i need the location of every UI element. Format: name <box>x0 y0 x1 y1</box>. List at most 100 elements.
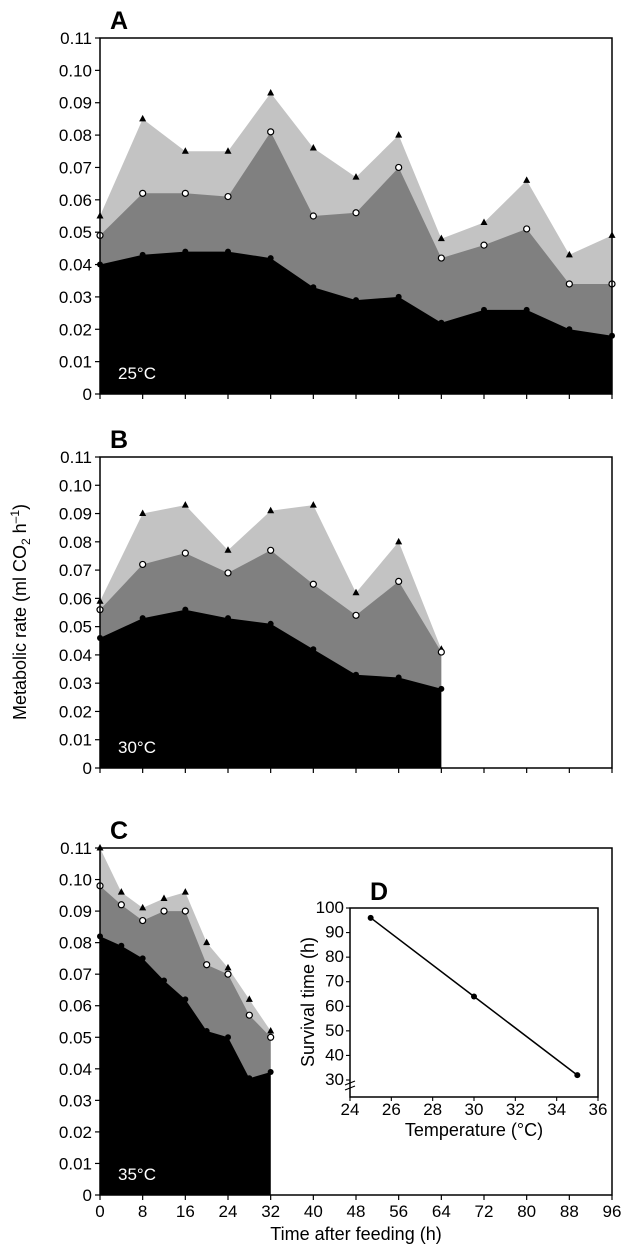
point-triangle <box>245 995 253 1002</box>
point-open-circle <box>139 189 147 197</box>
point-triangle <box>160 894 168 901</box>
point-triangle <box>395 537 403 545</box>
y-tick-label: 0.01 <box>59 353 92 372</box>
y-tick-label: 0.04 <box>59 646 92 665</box>
x-tick-label: 88 <box>560 1202 579 1221</box>
point-open-circle <box>139 916 147 925</box>
y-tick-label: 0.11 <box>60 29 92 48</box>
point-open-circle <box>437 648 445 656</box>
point-triangle <box>117 888 125 895</box>
point-filled-circle <box>267 255 274 262</box>
point-filled-circle <box>139 955 146 962</box>
inset-x-tick-label: 26 <box>382 1100 401 1119</box>
y-tick-label: 0.09 <box>59 902 92 921</box>
point-open-circle <box>267 128 275 136</box>
y-tick-label: 0.02 <box>59 1123 92 1142</box>
y-tick-label: 0.04 <box>59 256 92 275</box>
y-tick-label: 0.05 <box>59 223 92 242</box>
point-triangle <box>139 114 147 122</box>
point-triangle <box>309 144 317 151</box>
inset-x-tick-label: 28 <box>423 1100 442 1119</box>
y-tick-label: 0.07 <box>59 561 92 580</box>
point-open-circle <box>139 560 147 569</box>
y-tick-label: 0.10 <box>59 61 92 80</box>
y-tick-label: 0.01 <box>59 731 92 750</box>
point-filled-circle <box>267 620 274 627</box>
panel-label: A <box>110 7 128 35</box>
inset-x-tick-label: 24 <box>341 1100 360 1119</box>
inset-y-axis-label: Survival time (h) <box>298 937 318 1067</box>
inset-x-tick-label: 30 <box>465 1100 484 1119</box>
point-filled-circle <box>225 248 231 255</box>
point-filled-circle <box>267 1068 274 1075</box>
point-open-circle <box>224 569 232 577</box>
point-triangle <box>224 963 232 971</box>
y-tick-label: 0.04 <box>59 1060 92 1079</box>
inset-x-tick-label: 34 <box>547 1100 566 1119</box>
point-open-circle <box>565 280 573 288</box>
x-tick-label: 56 <box>389 1202 408 1221</box>
y-tick-label: 0.01 <box>59 1154 92 1173</box>
point-open-circle <box>437 254 445 262</box>
y-tick-label: 0.08 <box>59 533 92 552</box>
inset-x-tick-label: 36 <box>589 1100 608 1119</box>
y-tick-label: 0.02 <box>59 320 92 339</box>
area-filled-circle <box>100 251 612 394</box>
point-open-circle <box>203 961 211 969</box>
panel-d: 30 40 50 60 70 80 90 100 24 26 28 30 32 34 36 D Temperat… <box>298 878 607 1140</box>
point-filled-circle <box>481 306 487 313</box>
temperature-label: 30°C <box>118 738 156 757</box>
point-open-circle <box>395 577 403 586</box>
point-filled-circle <box>182 996 189 1003</box>
y-tick-label: 0.05 <box>59 1028 92 1047</box>
point-open-circle <box>267 546 275 554</box>
y-tick-label: 0.11 <box>60 839 92 858</box>
point-filled-circle <box>310 646 317 653</box>
point-filled-circle <box>353 297 359 304</box>
point-triangle <box>352 173 360 180</box>
y-tick-label: 0.10 <box>59 871 92 890</box>
point-open-circle <box>160 907 168 915</box>
x-tick-label: 48 <box>347 1202 366 1221</box>
point-open-circle <box>352 209 360 217</box>
inset-y-tick-label: 40 <box>325 1045 344 1064</box>
point-filled-circle <box>438 319 445 326</box>
point-triangle <box>523 176 531 183</box>
area-filled-circle <box>100 936 271 1195</box>
point-triangle <box>267 506 275 514</box>
point-open-circle <box>224 970 232 978</box>
x-tick-label: 80 <box>517 1202 536 1221</box>
y-tick-label: 0.06 <box>59 589 92 608</box>
y-tick-label: 0 <box>83 759 92 778</box>
point-triangle <box>309 501 317 508</box>
point-filled-circle <box>395 293 402 300</box>
point-triangle <box>181 501 189 508</box>
y-tick-label: 0.10 <box>59 476 92 495</box>
temperature-label: 35°C <box>118 1165 156 1184</box>
y-tick-label: 0.05 <box>59 618 92 637</box>
y-tick-label: 0.08 <box>59 126 92 145</box>
inset-y-tick-label: 70 <box>325 972 344 991</box>
point-triangle <box>139 509 147 517</box>
x-tick-label: 16 <box>176 1202 195 1221</box>
point-filled-circle <box>139 251 146 258</box>
point-filled-circle <box>310 284 317 291</box>
point-open-circle <box>245 1011 253 1019</box>
y-tick-label: 0.11 <box>60 448 92 467</box>
point-open-circle <box>267 1033 275 1041</box>
y-tick-label: 0.09 <box>59 94 92 113</box>
point-open-circle <box>181 907 189 915</box>
survival-point <box>471 993 477 1000</box>
point-triangle <box>267 1026 275 1034</box>
point-filled-circle <box>203 1027 210 1034</box>
panel-c-x-axis: 0 8 16 24 32 40 48 56 64 72 80 88 96 Time after feedi… <box>95 1202 621 1244</box>
y-tick-label: 0.07 <box>59 965 92 984</box>
point-filled-circle <box>118 942 125 949</box>
x-tick-label: 0 <box>95 1202 104 1221</box>
point-open-circle <box>523 225 531 233</box>
point-open-circle <box>480 241 488 249</box>
point-filled-circle <box>161 977 167 984</box>
panel-b: 0 0.01 0.02 0.03 0.04 0.05 0.06 0.07 0.08 0.09 0.1… <box>59 426 613 778</box>
point-triangle <box>224 147 232 154</box>
point-open-circle <box>352 611 360 619</box>
